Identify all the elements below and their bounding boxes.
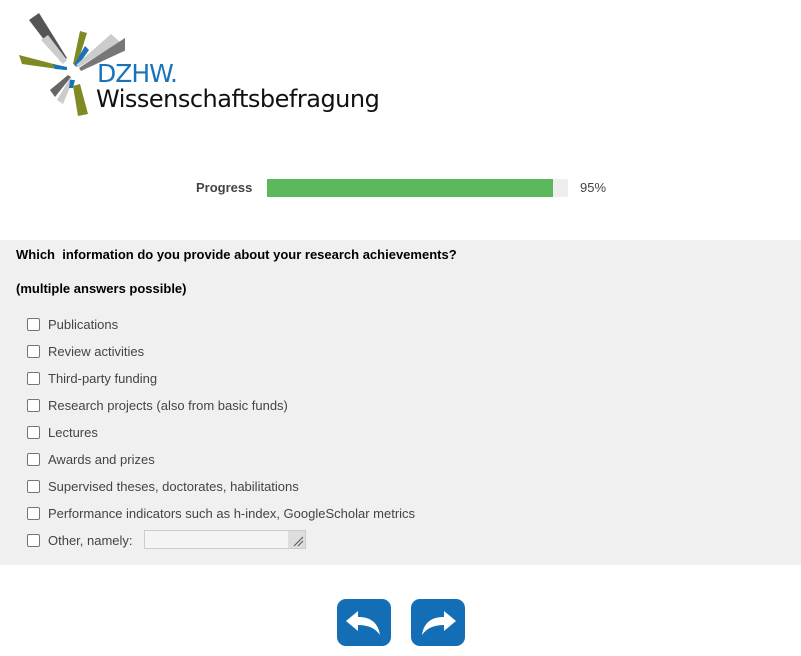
option-4[interactable]: Lectures	[27, 424, 98, 440]
next-button[interactable]	[411, 599, 465, 646]
option-7[interactable]: Performance indicators such as h-index, …	[27, 505, 415, 521]
progress-label: Progress	[196, 180, 253, 195]
checkbox[interactable]	[27, 398, 40, 412]
progress-fill	[267, 179, 553, 197]
checkbox[interactable]	[27, 371, 40, 385]
question-panel: Which information do you provide about y…	[0, 240, 801, 565]
checkbox[interactable]	[27, 425, 40, 439]
option-label: Third-party funding	[48, 370, 158, 386]
option-1[interactable]: Review activities	[27, 343, 144, 359]
question-hint: (multiple answers possible)	[16, 281, 187, 296]
logo-rays-icon	[19, 13, 125, 116]
option-label: Publications	[48, 316, 119, 332]
question-text: Which information do you provide about y…	[16, 247, 457, 262]
checkbox[interactable]	[27, 479, 40, 493]
option-label: Research projects (also from basic funds…	[48, 397, 288, 413]
other-text-input[interactable]	[144, 530, 306, 549]
checkbox[interactable]	[27, 317, 40, 331]
option-2[interactable]: Third-party funding	[27, 370, 157, 386]
progress: Progress 95%	[0, 179, 801, 197]
option-5[interactable]: Awards and prizes	[27, 451, 155, 467]
option-3[interactable]: Research projects (also from basic funds…	[27, 397, 288, 413]
checkbox[interactable]	[27, 452, 40, 466]
option-label: Awards and prizes	[48, 451, 155, 467]
option-label: Performance indicators such as h-index, …	[48, 505, 416, 521]
option-0[interactable]: Publications	[27, 316, 118, 332]
logo-subtitle: Wissenschaftsbefragung	[96, 85, 380, 113]
option-label: Review activities	[48, 343, 145, 359]
progress-percent: 95%	[580, 180, 607, 195]
option-label: Lectures	[48, 424, 98, 440]
checkbox[interactable]	[27, 506, 40, 520]
progress-bar	[267, 179, 568, 197]
option-label: Other, namely:	[48, 532, 133, 548]
option-8[interactable]: Other, namely:	[27, 532, 133, 548]
back-button[interactable]	[337, 599, 391, 646]
resize-grip-icon[interactable]	[288, 531, 305, 548]
option-6[interactable]: Supervised theses, doctorates, habilitat…	[27, 478, 299, 494]
checkbox[interactable]	[27, 344, 40, 358]
option-label: Supervised theses, doctorates, habilitat…	[48, 478, 299, 494]
logo: DZHW. Wissenschaftsbefragung	[15, 10, 385, 120]
arrow-back-icon	[346, 610, 380, 635]
checkbox[interactable]	[27, 533, 40, 547]
logo-dzhw: DZHW.	[97, 59, 178, 88]
arrow-forward-icon	[422, 610, 456, 635]
